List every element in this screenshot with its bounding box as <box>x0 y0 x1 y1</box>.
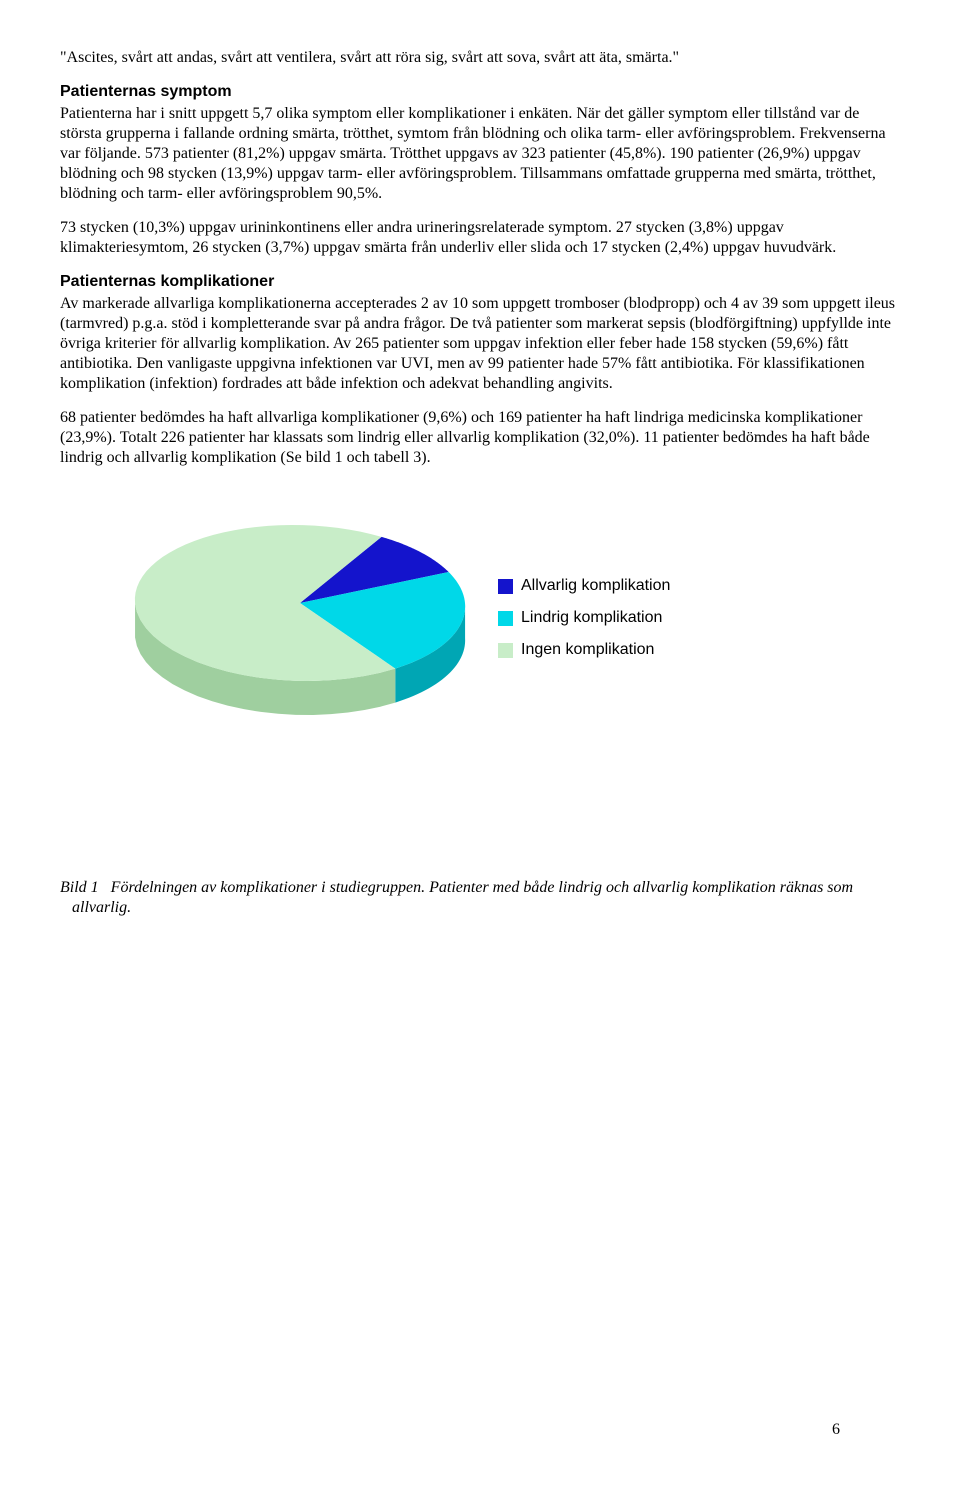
legend-label: Ingen komplikation <box>521 634 654 666</box>
page-number: 6 <box>832 1420 840 1440</box>
legend-item: Allvarlig komplikation <box>498 570 670 602</box>
legend-item: Ingen komplikation <box>498 634 670 666</box>
body-paragraph: Av markerade allvarliga komplikationerna… <box>60 294 900 394</box>
pie-chart-figure: Allvarlig komplikationLindrig komplikati… <box>60 508 900 728</box>
body-paragraph: Patienterna har i snitt uppgett 5,7 olik… <box>60 104 900 204</box>
body-paragraph: 68 patienter bedömdes ha haft allvarliga… <box>60 408 900 468</box>
legend-swatch <box>498 611 513 626</box>
caption-text: Fördelningen av komplikationer i studieg… <box>72 879 853 916</box>
legend-swatch <box>498 643 513 658</box>
body-paragraph: "Ascites, svårt att andas, svårt att ven… <box>60 48 900 68</box>
legend-label: Lindrig komplikation <box>521 602 662 634</box>
chart-legend: Allvarlig komplikationLindrig komplikati… <box>498 570 670 666</box>
pie-chart <box>130 508 470 728</box>
legend-item: Lindrig komplikation <box>498 602 670 634</box>
page-container: { "p0": "\"Ascites, svårt att andas, svå… <box>60 48 900 1464</box>
legend-label: Allvarlig komplikation <box>521 570 670 602</box>
legend-swatch <box>498 579 513 594</box>
section-heading-komplikationer: Patienternas komplikationer <box>60 272 900 292</box>
body-paragraph: 73 stycken (10,3%) uppgav urininkontinen… <box>60 218 900 258</box>
section-heading-symptom: Patienternas symptom <box>60 82 900 102</box>
caption-label: Bild 1 <box>60 879 99 896</box>
figure-caption: Bild 1 Fördelningen av komplikationer i … <box>60 878 900 918</box>
